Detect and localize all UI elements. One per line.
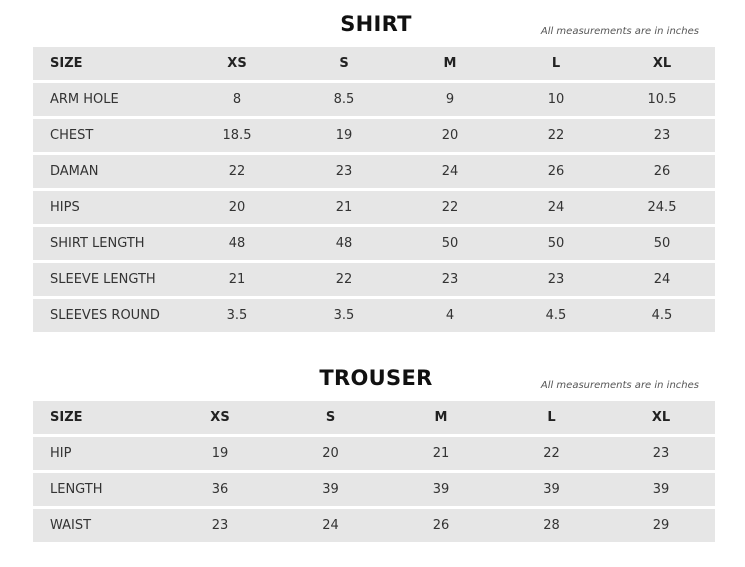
measurement-cell: 50 (397, 227, 503, 260)
measurement-cell: 39 (496, 473, 607, 506)
measurement-cell: 26 (386, 509, 496, 542)
measurement-cell: 4 (397, 299, 503, 332)
measurement-cell: 50 (503, 227, 609, 260)
table-row: SHIRT LENGTH 48 48 50 50 50 (33, 227, 715, 260)
measurement-cell: 8 (183, 83, 291, 116)
measurement-cell: 4.5 (503, 299, 609, 332)
measurement-cell: 20 (397, 119, 503, 152)
measurement-cell: 20 (183, 191, 291, 224)
measurement-cell: 24 (503, 191, 609, 224)
row-label: ARM HOLE (33, 83, 183, 116)
measurement-cell: 24.5 (609, 191, 715, 224)
header-label: SIZE (33, 401, 165, 434)
row-label: SHIRT LENGTH (33, 227, 183, 260)
size-header: L (503, 47, 609, 80)
row-label: WAIST (33, 509, 165, 542)
measurement-cell: 4.5 (609, 299, 715, 332)
measurement-cell: 19 (291, 119, 397, 152)
measurement-cell: 21 (291, 191, 397, 224)
measurement-cell: 26 (503, 155, 609, 188)
table-row: HIPS 20 21 22 24 24.5 (33, 191, 715, 224)
measurement-cell: 21 (386, 437, 496, 470)
measurement-cell: 50 (609, 227, 715, 260)
measurement-cell: 48 (183, 227, 291, 260)
measurement-cell: 23 (165, 509, 275, 542)
size-header: XL (609, 47, 715, 80)
shirt-size-table: SIZE XS S M L XL ARM HOLE 8 8.5 9 10 10.5 CHEST 18.5 1… (33, 44, 715, 335)
measurement-cell: 22 (496, 437, 607, 470)
size-header: M (397, 47, 503, 80)
measurement-cell: 29 (607, 509, 715, 542)
size-header: M (386, 401, 496, 434)
measurement-cell: 22 (503, 119, 609, 152)
measurement-cell: 24 (397, 155, 503, 188)
size-header: XS (183, 47, 291, 80)
measurement-cell: 23 (609, 119, 715, 152)
row-label: DAMAN (33, 155, 183, 188)
row-label: SLEEVES ROUND (33, 299, 183, 332)
measurement-cell: 24 (275, 509, 386, 542)
table-row: WAIST 23 24 26 28 29 (33, 509, 715, 542)
trouser-title: TROUSER (319, 366, 433, 390)
header-row: SIZE XS S M L XL (33, 401, 715, 434)
row-label: HIP (33, 437, 165, 470)
measurement-cell: 9 (397, 83, 503, 116)
trouser-size-table: SIZE XS S M L XL HIP 19 20 21 22 23 LENGTH 36 39 39 39 39… (33, 398, 715, 545)
measurement-cell: 28 (496, 509, 607, 542)
measurement-cell: 22 (291, 263, 397, 296)
measurement-cell: 39 (607, 473, 715, 506)
measurement-cell: 19 (165, 437, 275, 470)
measurement-cell: 22 (397, 191, 503, 224)
measurement-cell: 23 (291, 155, 397, 188)
table-row: HIP 19 20 21 22 23 (33, 437, 715, 470)
measurement-cell: 23 (397, 263, 503, 296)
measurement-cell: 3.5 (183, 299, 291, 332)
measurement-cell: 26 (609, 155, 715, 188)
measurement-cell: 10 (503, 83, 609, 116)
size-header: XL (607, 401, 715, 434)
measurement-cell: 22 (183, 155, 291, 188)
size-header: S (275, 401, 386, 434)
header-label: SIZE (33, 47, 183, 80)
measurement-cell: 39 (386, 473, 496, 506)
table-row: CHEST 18.5 19 20 22 23 (33, 119, 715, 152)
measurement-cell: 8.5 (291, 83, 397, 116)
measurement-cell: 18.5 (183, 119, 291, 152)
row-label: CHEST (33, 119, 183, 152)
measurement-cell: 20 (275, 437, 386, 470)
size-header: L (496, 401, 607, 434)
table-row: LENGTH 36 39 39 39 39 (33, 473, 715, 506)
measurement-cell: 24 (609, 263, 715, 296)
measurement-cell: 23 (503, 263, 609, 296)
size-header: S (291, 47, 397, 80)
row-label: HIPS (33, 191, 183, 224)
measurement-cell: 23 (607, 437, 715, 470)
measurement-cell: 10.5 (609, 83, 715, 116)
size-header: XS (165, 401, 275, 434)
table-row: SLEEVE LENGTH 21 22 23 23 24 (33, 263, 715, 296)
table-row: DAMAN 22 23 24 26 26 (33, 155, 715, 188)
trouser-note: All measurements are in inches (540, 380, 699, 391)
measurement-cell: 36 (165, 473, 275, 506)
measurement-cell: 39 (275, 473, 386, 506)
shirt-title: SHIRT (340, 12, 412, 36)
row-label: LENGTH (33, 473, 165, 506)
row-label: SLEEVE LENGTH (33, 263, 183, 296)
measurement-cell: 48 (291, 227, 397, 260)
shirt-note: All measurements are in inches (540, 26, 699, 37)
measurement-cell: 3.5 (291, 299, 397, 332)
table-row: ARM HOLE 8 8.5 9 10 10.5 (33, 83, 715, 116)
table-row: SLEEVES ROUND 3.5 3.5 4 4.5 4.5 (33, 299, 715, 332)
measurement-cell: 21 (183, 263, 291, 296)
header-row: SIZE XS S M L XL (33, 47, 715, 80)
